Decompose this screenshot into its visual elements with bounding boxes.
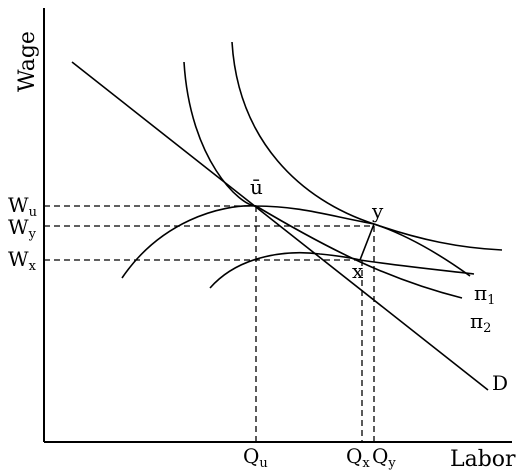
pi2-upper-curve bbox=[183, 61, 463, 299]
pi1-curve bbox=[121, 205, 471, 279]
demand-label: D bbox=[492, 371, 508, 395]
wage-tick-wx: Wx bbox=[8, 247, 37, 274]
wage-axis-label: Wage bbox=[15, 31, 40, 92]
pi2-label: π2 bbox=[470, 309, 491, 336]
pi2-curve bbox=[209, 251, 475, 289]
wage-tick-wu: Wu bbox=[8, 193, 37, 220]
point-u-bar-label: ū bbox=[250, 175, 263, 199]
pi1-upper-curve bbox=[231, 41, 503, 251]
point-y-label: y bbox=[371, 199, 384, 223]
pi1-label: π1 bbox=[474, 281, 495, 308]
x-to-y-segment bbox=[359, 223, 375, 261]
labor-axis-label: Labor bbox=[450, 447, 516, 472]
labor-tick-qx: Qx bbox=[346, 444, 370, 471]
labor-tick-qu: Qu bbox=[243, 444, 268, 471]
point-x-label: x bbox=[352, 259, 364, 283]
wage-tick-wy: Wy bbox=[8, 215, 37, 242]
labor-tick-qy: Qy bbox=[372, 444, 396, 471]
